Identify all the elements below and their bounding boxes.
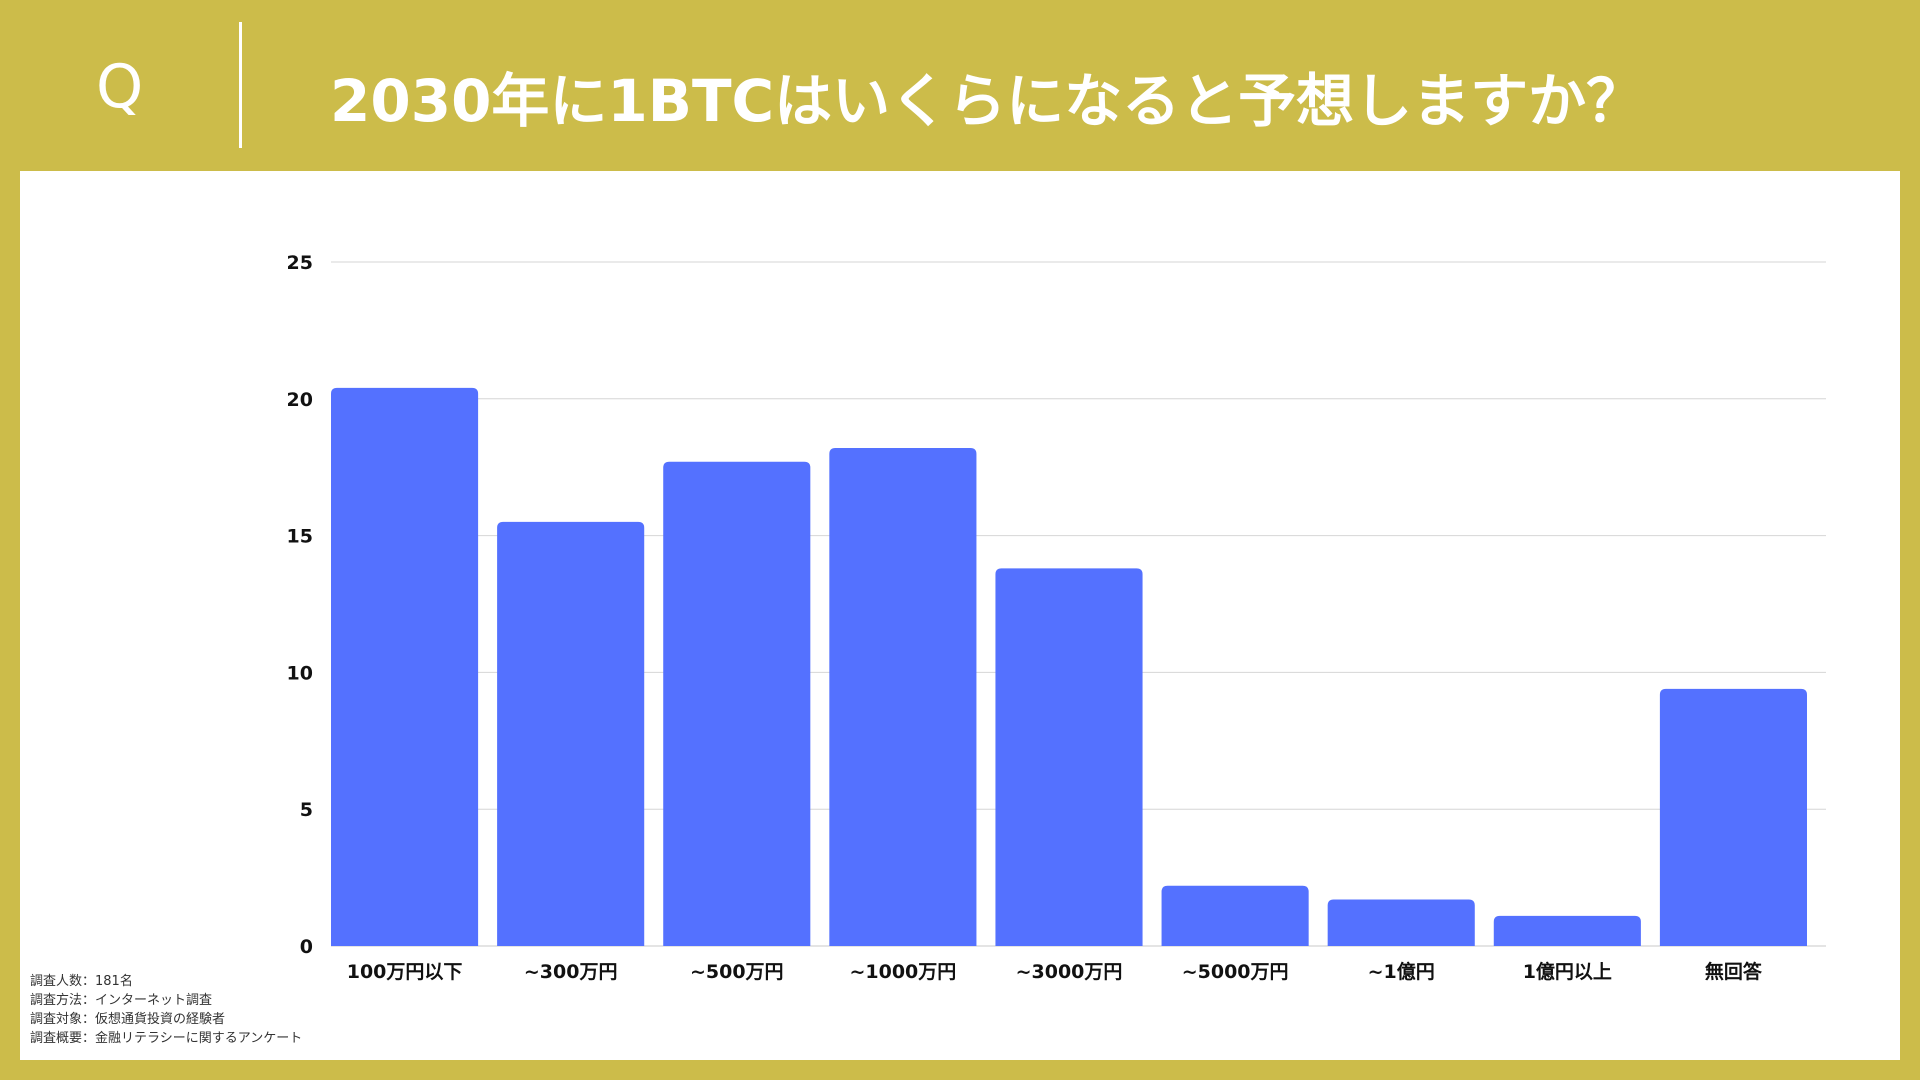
bar-chart: 0 5 10 15 20 25 100万円以下 ~300万円 ~500万円 ~1000万円 ~300…	[287, 252, 1826, 983]
bar	[1327, 899, 1475, 946]
bar	[1493, 915, 1641, 946]
header-divider	[239, 22, 242, 148]
x-tick-label: 1億円以上	[1523, 960, 1612, 983]
survey-notes: 調査人数：181名 調査方法：インターネット調査 調査対象：仮想通貨投資の経験者…	[30, 972, 302, 1048]
header-bar: Q 2030年に1BTCはいくらになると予想しますか？	[0, 0, 1920, 170]
bar	[829, 448, 977, 946]
survey-note-target: 調査対象：仮想通貨投資の経験者	[30, 1012, 226, 1027]
bar	[1659, 688, 1807, 946]
y-tick-label: 25	[287, 252, 313, 274]
y-tick-label: 10	[287, 662, 313, 684]
y-tick-label: 15	[287, 526, 313, 548]
survey-note-summary: 調査概要：金融リテラシーに関するアンケート	[30, 1031, 303, 1046]
x-tick-label: ~5000万円	[1182, 961, 1289, 983]
bar	[995, 568, 1143, 946]
x-tick-label: ~1000万円	[849, 961, 956, 983]
x-tick-label: ~3000万円	[1016, 961, 1123, 983]
survey-note-respondents: 調査人数：181名	[30, 974, 133, 989]
bar	[497, 521, 645, 946]
x-tick-label: ~300万円	[524, 961, 618, 983]
bar	[663, 461, 811, 946]
x-tick-label: ~1億円	[1368, 960, 1435, 983]
y-tick-label: 0	[300, 936, 313, 958]
bar	[1161, 885, 1309, 946]
bar	[331, 387, 479, 946]
y-tick-label: 5	[300, 799, 313, 821]
x-tick-label: ~500万円	[690, 961, 784, 983]
survey-note-method: 調査方法：インターネット調査	[30, 993, 213, 1008]
x-tick-label: 100万円以下	[347, 961, 463, 983]
page-title: 2030年に1BTCはいくらになると予想しますか？	[330, 67, 1645, 135]
question-mark-label: Q	[96, 52, 144, 122]
chart-panel: 0 5 10 15 20 25 100万円以下 ~300万円 ~500万円 ~1000万円 ~300…	[20, 171, 1900, 1060]
y-tick-label: 20	[287, 389, 313, 411]
x-tick-label: 無回答	[1705, 960, 1763, 983]
